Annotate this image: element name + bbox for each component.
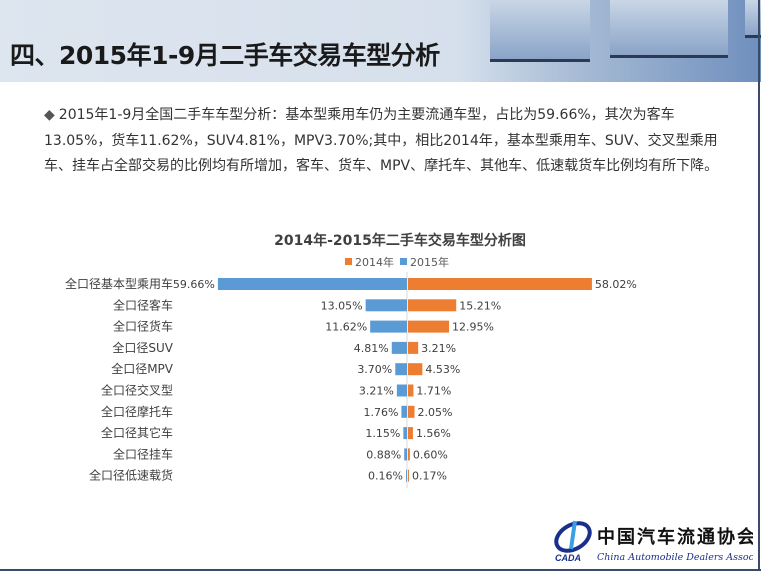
- bar-2015: [406, 469, 407, 482]
- bar-2014: [408, 448, 410, 461]
- category-label: 全口径交叉型: [101, 383, 173, 398]
- data-label: 4.53%: [425, 363, 460, 376]
- data-label: 1.56%: [416, 427, 451, 440]
- data-label: 2.05%: [417, 406, 452, 419]
- legend-label: 2014年: [355, 255, 394, 269]
- bar-2015: [391, 341, 407, 354]
- data-label: 4.81%: [354, 342, 389, 355]
- bar-2015: [217, 278, 407, 290]
- bar-2014: [408, 384, 414, 397]
- cada-logo: CADA 中国汽车流通协会 China Automobile Dealers A…: [553, 517, 761, 569]
- summary-paragraph: ◆ 2015年1-9月全国二手车车型分析：基本型乘用车仍为主要流通车型，占比为59…: [44, 103, 724, 180]
- bar-2014: [408, 299, 457, 312]
- data-label: 59.66%: [173, 278, 215, 291]
- bar-2015: [404, 448, 407, 461]
- data-label: 3.70%: [357, 363, 392, 376]
- bar-2015: [401, 405, 407, 418]
- data-label: 0.88%: [366, 448, 401, 461]
- page-title: 四、2015年1-9月二手车交易车型分析: [10, 41, 440, 70]
- category-label: 全口径基本型乘用车: [65, 276, 173, 291]
- legend-swatch: [345, 258, 352, 265]
- data-label: 3.21%: [421, 342, 456, 355]
- bar-2014: [408, 320, 450, 333]
- data-label: 0.17%: [412, 470, 447, 483]
- bar-2014: [408, 427, 413, 440]
- summary-text: 2015年1-9月全国二手车车型分析：基本型乘用车仍为主要流通车型，占比为59.…: [44, 107, 719, 174]
- bar-2015: [365, 299, 407, 312]
- svg-text:China Automobile Dealers Assoc: China Automobile Dealers Association: [597, 552, 753, 563]
- data-label: 11.62%: [325, 321, 367, 334]
- bar-2014: [408, 469, 409, 482]
- chart-title: 2014年-2015年二手车交易车型分析图: [274, 232, 526, 249]
- bar-2015: [396, 384, 407, 397]
- decorative-cube: [610, 0, 728, 58]
- bar-2015: [370, 320, 407, 333]
- category-label: 全口径货车: [113, 319, 173, 334]
- bar-2015: [403, 427, 407, 440]
- data-label: 0.60%: [413, 448, 448, 461]
- bar-2014: [408, 405, 415, 418]
- category-label: 全口径低速载货: [89, 468, 173, 483]
- data-label: 1.71%: [416, 385, 451, 398]
- data-label: 12.95%: [452, 321, 494, 334]
- category-label: 全口径摩托车: [101, 404, 173, 419]
- category-label: 全口径SUV: [112, 340, 173, 355]
- data-label: 58.02%: [595, 278, 637, 291]
- bar-2014: [408, 341, 419, 354]
- data-label: 3.21%: [359, 385, 394, 398]
- category-label: 全口径挂车: [113, 446, 173, 461]
- border: [0, 569, 761, 571]
- header-banner: 四、2015年1-9月二手车交易车型分析: [0, 0, 761, 82]
- bar-2014: [408, 363, 423, 376]
- bar-2014: [408, 278, 592, 290]
- border: [758, 0, 760, 571]
- bar-2015: [395, 363, 407, 376]
- legend-swatch: [400, 258, 407, 265]
- category-label: 全口径MPV: [111, 361, 174, 376]
- decorative-cube: [745, 0, 761, 38]
- category-label: 全口径其它车: [101, 425, 173, 440]
- butterfly-bar-chart: 2014年-2015年二手车交易车型分析图 2014年 2015年全口径基本型乘用车…: [65, 232, 637, 488]
- data-label: 1.76%: [363, 406, 398, 419]
- legend-label: 2015年: [410, 255, 449, 269]
- bullet-icon: ◆: [44, 107, 55, 123]
- data-label: 0.16%: [368, 470, 403, 483]
- svg-text:中国汽车流通协会: 中国汽车流通协会: [597, 526, 753, 548]
- decorative-cube: [490, 0, 590, 62]
- data-label: 13.05%: [321, 299, 363, 312]
- svg-text:CADA: CADA: [555, 553, 581, 563]
- data-label: 1.15%: [365, 427, 400, 440]
- data-label: 15.21%: [459, 299, 501, 312]
- category-label: 全口径客车: [113, 297, 173, 312]
